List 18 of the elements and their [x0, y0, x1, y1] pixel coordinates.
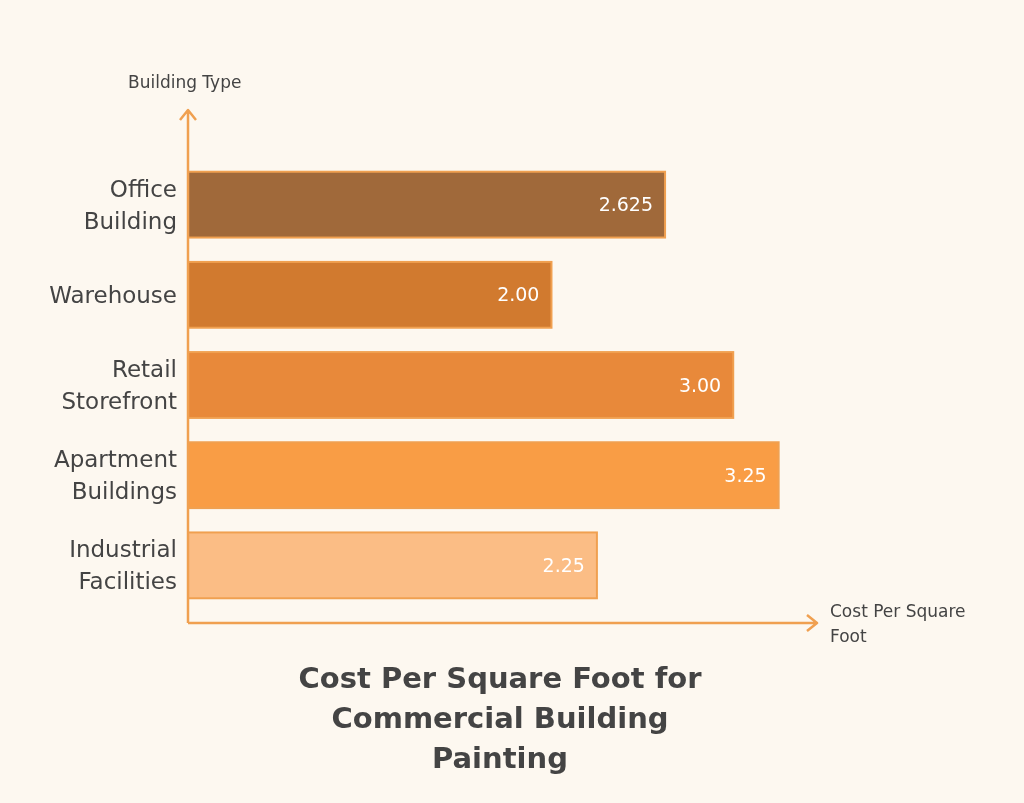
data-label: 2.25 [542, 554, 585, 577]
y-tick-label: Apartment Buildings [53, 446, 177, 505]
data-label: 3.25 [724, 463, 767, 486]
bar [187, 170, 667, 239]
bar [187, 531, 598, 600]
data-label: 2.00 [497, 283, 540, 306]
data-label: 2.625 [598, 193, 654, 216]
y-axis-title: Building Type [128, 72, 242, 92]
x-axis-title: Cost Per Square Foot [830, 601, 966, 646]
y-tick-label: Office Building [83, 175, 177, 234]
bar [187, 260, 553, 329]
text: Cost Per Square Foot for Commercial Building Painting [298, 661, 703, 775]
data-label: 3.00 [678, 373, 722, 396]
bar [187, 351, 735, 419]
y-tick-label: Industrial Facilities [69, 536, 177, 595]
y-tick-label: Warehouse [49, 281, 177, 308]
bar [187, 441, 780, 510]
y-tick-label: Retail Storefront [61, 356, 177, 415]
